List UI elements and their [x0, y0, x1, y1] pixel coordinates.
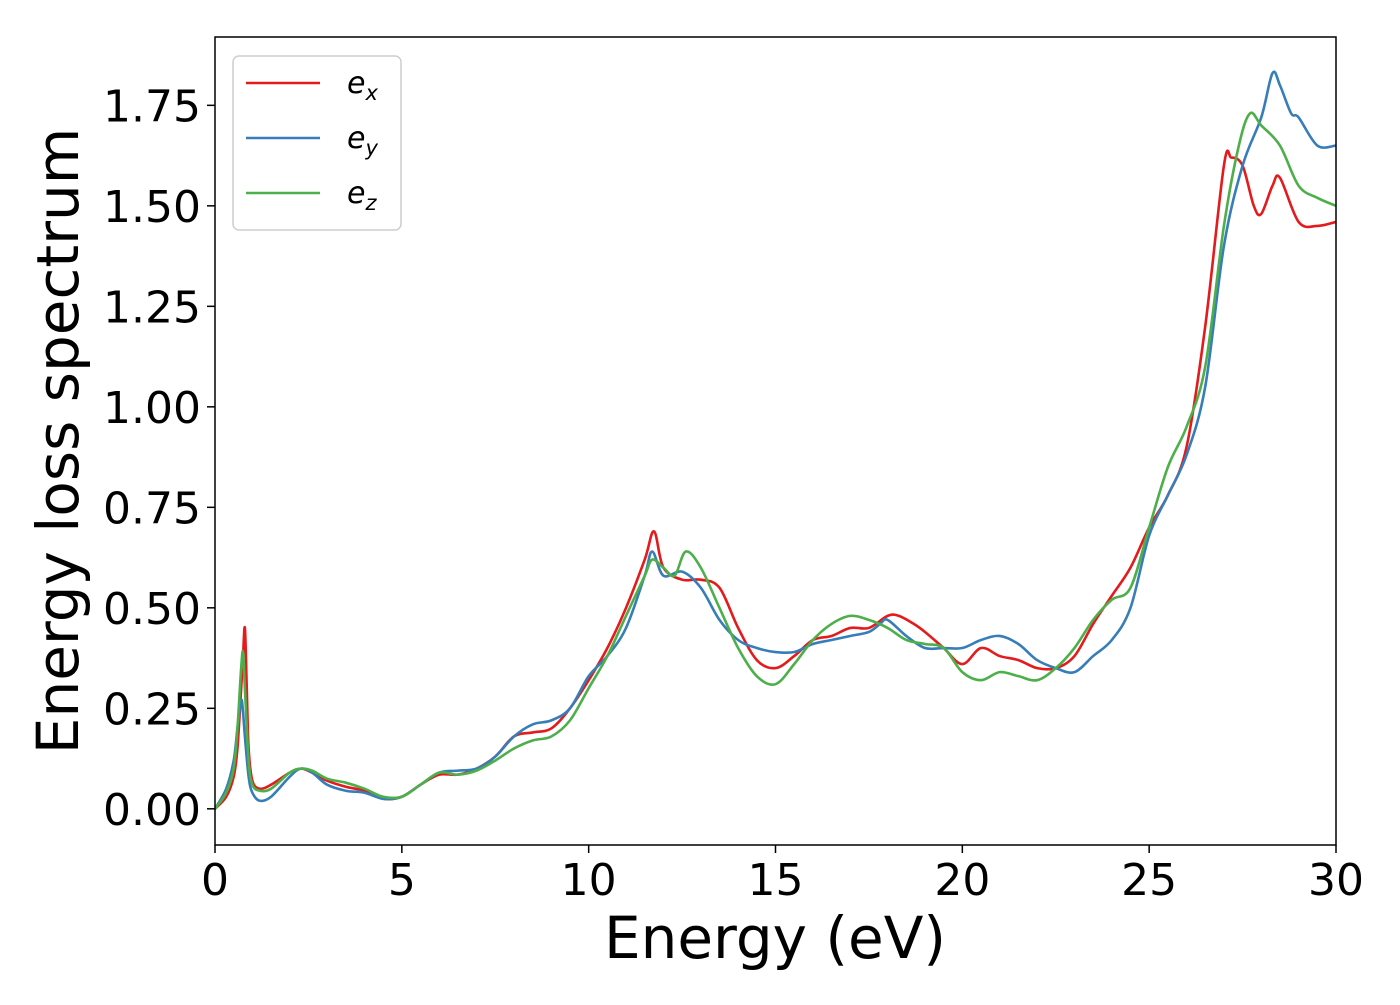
y-axis-title: Energy loss spectrum	[24, 128, 92, 754]
x-tick-label: 20	[934, 855, 990, 906]
y-tick-label: 0.75	[103, 483, 201, 534]
legend-label-x: ex	[347, 66, 378, 105]
x-axis-ticks: 0 5 10 15 20 25 30	[201, 845, 1364, 906]
legend-label-base: e	[347, 66, 365, 101]
y-tick-label: 1.75	[103, 81, 201, 132]
y-tick-label: 1.50	[103, 182, 201, 233]
series-layer	[215, 70, 1336, 811]
legend-label-z: ez	[347, 176, 377, 215]
x-tick-label: 15	[748, 855, 804, 906]
x-tick-label: 10	[561, 855, 617, 906]
legend-box	[232, 55, 402, 231]
y-tick-label: 1.00	[103, 383, 201, 434]
x-tick-label: 25	[1121, 855, 1177, 906]
legend-label-y: ey	[347, 121, 378, 160]
x-tick-label: 30	[1308, 855, 1364, 906]
y-tick-label: 0.00	[103, 785, 201, 836]
x-axis-title: Energy (eV)	[604, 904, 946, 972]
legend-label-subscript: z	[364, 191, 377, 215]
x-tick-label: 5	[388, 855, 416, 906]
legend-label-subscript: y	[364, 136, 378, 160]
series-line-z	[215, 111, 1336, 811]
x-tick-label: 0	[201, 855, 229, 906]
y-tick-label: 0.25	[103, 684, 201, 735]
legend-label-base: e	[347, 176, 365, 211]
legend-label-subscript: x	[364, 81, 378, 105]
y-axis-ticks: 0.00 0.25 0.50 0.75 1.00 1.25 1.50 1.75	[103, 81, 215, 836]
y-tick-label: 1.25	[103, 282, 201, 333]
legend-label-base: e	[347, 121, 365, 156]
y-tick-label: 0.50	[103, 584, 201, 635]
